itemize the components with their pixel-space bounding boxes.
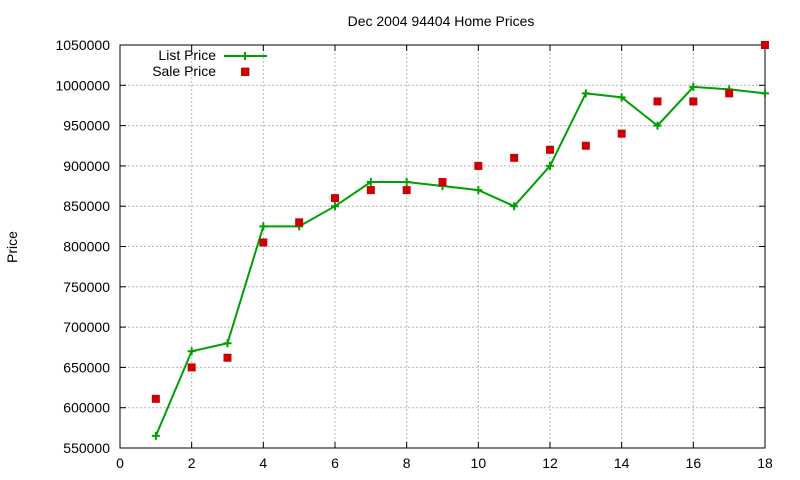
x-tick-label: 10 — [471, 455, 487, 471]
list-price-line — [154, 85, 766, 437]
list-price-point — [151, 431, 160, 440]
list-price-point — [259, 222, 268, 231]
y-tick-label: 550000 — [63, 440, 110, 456]
y-axis-label: Price — [4, 231, 20, 263]
sale-price-point — [295, 218, 304, 227]
sale-price-point — [725, 89, 734, 98]
sale-price-point — [510, 153, 519, 162]
sale-price-point — [653, 97, 662, 106]
sale-price-point — [402, 186, 411, 195]
x-tick-label: 4 — [259, 455, 267, 471]
list-price-point — [546, 161, 554, 170]
list-price-point — [510, 202, 519, 211]
sale-price-point — [331, 194, 339, 203]
data-series — [151, 41, 769, 440]
legend-sale-price-label: Sale Price — [152, 63, 216, 79]
list-price-point — [689, 82, 698, 91]
y-tick-label: 700000 — [63, 319, 110, 335]
axis-ticks: 0 2 4 6 8 10 12 14 16 18 550000 600000 650000 700000 7… — [55, 37, 773, 471]
y-tick-label: 1050000 — [55, 37, 110, 53]
y-tick-label: 800000 — [63, 239, 110, 255]
y-tick-label: 650000 — [63, 359, 110, 375]
list-price-point — [653, 121, 662, 130]
list-price-point — [223, 339, 232, 348]
grid-lines — [120, 45, 765, 448]
x-tick-label: 12 — [542, 455, 558, 471]
sale-price-point — [617, 129, 626, 138]
y-tick-label: 600000 — [63, 400, 110, 416]
sale-price-point — [259, 238, 268, 247]
sale-price-point — [438, 178, 447, 187]
sale-price-point — [223, 353, 232, 362]
y-tick-label: 850000 — [63, 198, 110, 214]
y-tick-label: 1000000 — [55, 77, 110, 93]
list-price-point — [581, 89, 590, 98]
x-tick-label: 0 — [116, 455, 124, 471]
list-price-point — [617, 93, 626, 102]
sale-price-point — [151, 394, 160, 403]
sale-price-point — [761, 41, 769, 49]
list-price-point — [761, 89, 769, 98]
list-price-point — [331, 202, 339, 211]
list-price-point — [474, 186, 483, 195]
y-tick-label: 750000 — [63, 279, 110, 295]
x-tick-label: 18 — [757, 455, 773, 471]
sale-price-point — [546, 145, 554, 154]
x-tick-label: 8 — [403, 455, 411, 471]
list-price-point — [402, 178, 411, 187]
sale-price-point — [187, 363, 196, 372]
y-tick-label: 950000 — [63, 118, 110, 134]
sale-price-point — [581, 141, 590, 150]
x-tick-label: 2 — [188, 455, 196, 471]
sale-price-point — [474, 161, 483, 170]
x-tick-label: 6 — [331, 455, 339, 471]
sale-price-point — [689, 97, 698, 106]
sale-price-point — [366, 186, 375, 195]
y-tick-label: 900000 — [63, 158, 110, 174]
x-tick-label: 16 — [686, 455, 702, 471]
legend-list-price-marker — [241, 52, 249, 60]
list-price-point — [187, 347, 196, 356]
legend-sale-price-marker — [241, 68, 249, 76]
x-tick-label: 14 — [614, 455, 630, 471]
legend-list-price-label: List Price — [158, 47, 216, 63]
chart-title: Dec 2004 94404 Home Prices — [348, 13, 535, 29]
list-price-point — [366, 178, 375, 187]
